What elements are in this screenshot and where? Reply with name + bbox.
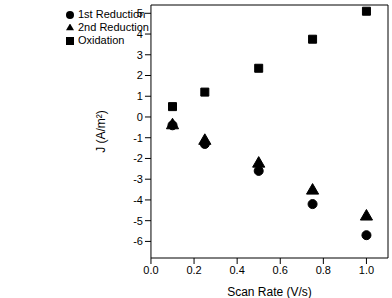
svg-text:Scan Rate (V/s): Scan Rate (V/s) [227,285,312,298]
svg-text:J (A/m²): J (A/m²) [94,110,108,153]
svg-text:1: 1 [137,90,143,102]
svg-text:1.0: 1.0 [359,264,374,276]
svg-text:2: 2 [137,69,143,81]
svg-text:0.8: 0.8 [316,264,331,276]
svg-text:0.4: 0.4 [230,264,245,276]
svg-text:3: 3 [137,49,143,61]
svg-text:-1: -1 [133,132,143,144]
svg-text:0.0: 0.0 [143,264,158,276]
svg-text:5: 5 [137,7,143,19]
svg-text:-4: -4 [133,194,143,206]
svg-text:0.6: 0.6 [273,264,288,276]
svg-text:4: 4 [137,28,143,40]
svg-text:-5: -5 [133,215,143,227]
svg-text:-3: -3 [133,173,143,185]
svg-text:-6: -6 [133,235,143,247]
svg-text:0.2: 0.2 [186,264,201,276]
svg-text:0: 0 [137,111,143,123]
svg-text:-2: -2 [133,152,143,164]
